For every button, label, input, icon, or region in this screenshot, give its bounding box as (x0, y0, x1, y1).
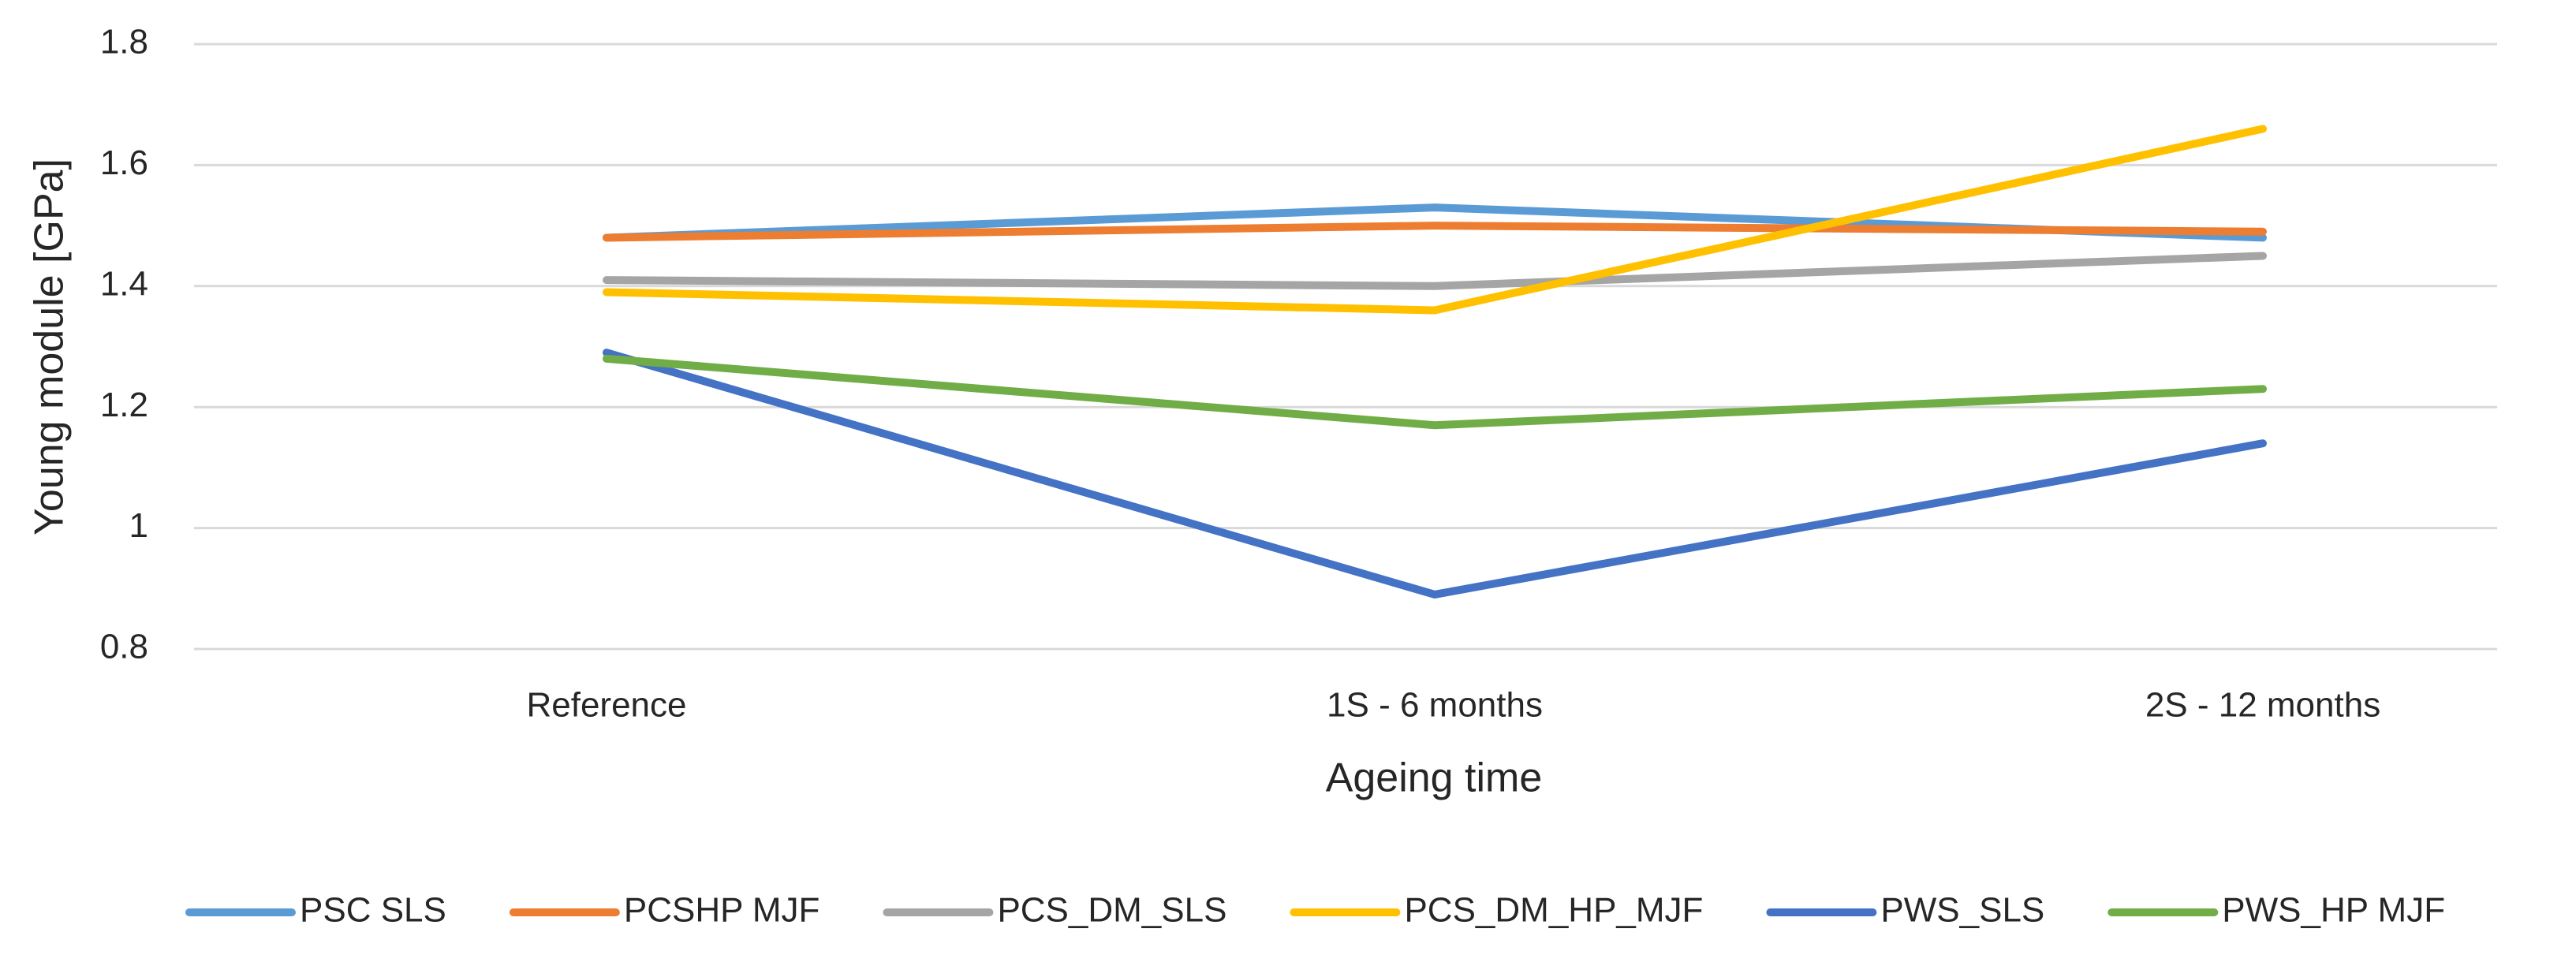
x-tick-label: 2S - 12 months (2145, 686, 2380, 725)
series-line (603, 125, 2267, 315)
series-line (603, 222, 2267, 242)
y-tick-label: 0.8 (100, 628, 148, 666)
y-tick-label: 1.2 (100, 386, 148, 424)
legend-label: PCS_DM_HP_MJF (1404, 891, 1703, 930)
legend-label: PCS_DM_SLS (997, 891, 1226, 930)
y-axis-title: Young module [GPa] (27, 159, 73, 535)
legend-label: PSC SLS (300, 891, 446, 930)
legend-label: PWS_SLS (1880, 891, 2044, 930)
y-tick-label: 1 (129, 506, 148, 545)
legend-label: PWS_HP MJF (2222, 891, 2445, 930)
x-tick-label: Reference (526, 686, 686, 725)
legend-label: PCSHP MJF (624, 891, 820, 930)
y-tick-label: 1.6 (100, 144, 148, 182)
y-tick-label: 1.8 (100, 23, 148, 62)
x-axis-title: Ageing time (1326, 755, 1543, 801)
series-line (603, 349, 2267, 599)
series-line (603, 252, 2267, 290)
y-tick-label: 1.4 (100, 264, 148, 303)
series-line (603, 354, 2267, 430)
x-tick-label: 1S - 6 months (1327, 686, 1543, 725)
